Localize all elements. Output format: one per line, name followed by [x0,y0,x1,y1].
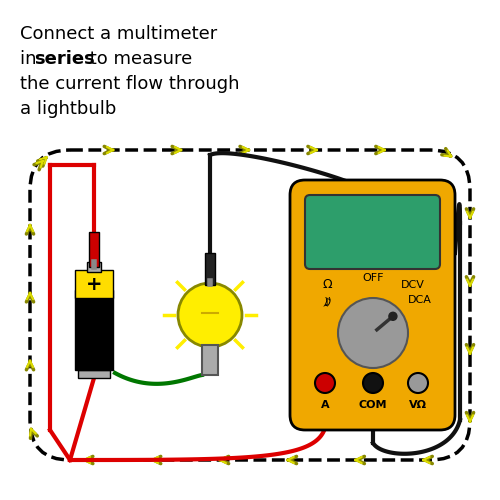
Text: ♪: ♪ [324,298,330,308]
Text: COM: COM [359,400,387,410]
Text: in: in [20,50,42,68]
Bar [75,290,113,370]
Text: Connect a multimeter: Connect a multimeter [20,25,217,43]
Text: a lightbulb: a lightbulb [20,100,116,118]
Bar [89,232,99,267]
Bar [78,370,110,378]
Bar [87,262,101,272]
Bar [205,253,215,285]
Text: OFF: OFF [362,273,384,283]
Text: to measure: to measure [84,50,192,68]
Text: VΩ: VΩ [409,400,427,410]
Circle shape [178,283,242,347]
Bar [202,345,218,375]
Text: )): )) [324,297,332,307]
Text: DCA: DCA [408,295,432,305]
Text: DCV: DCV [401,280,425,290]
Text: A: A [320,400,330,410]
Text: Ω: Ω [322,278,332,291]
Text: the current flow through: the current flow through [20,75,240,93]
Circle shape [338,298,408,368]
Bar [75,270,113,298]
Circle shape [315,373,335,393]
Circle shape [363,373,383,393]
Text: series: series [34,50,95,68]
Circle shape [408,373,428,393]
FancyBboxPatch shape [305,195,440,269]
Circle shape [389,312,397,320]
Text: +: + [86,274,102,293]
FancyBboxPatch shape [290,180,455,430]
